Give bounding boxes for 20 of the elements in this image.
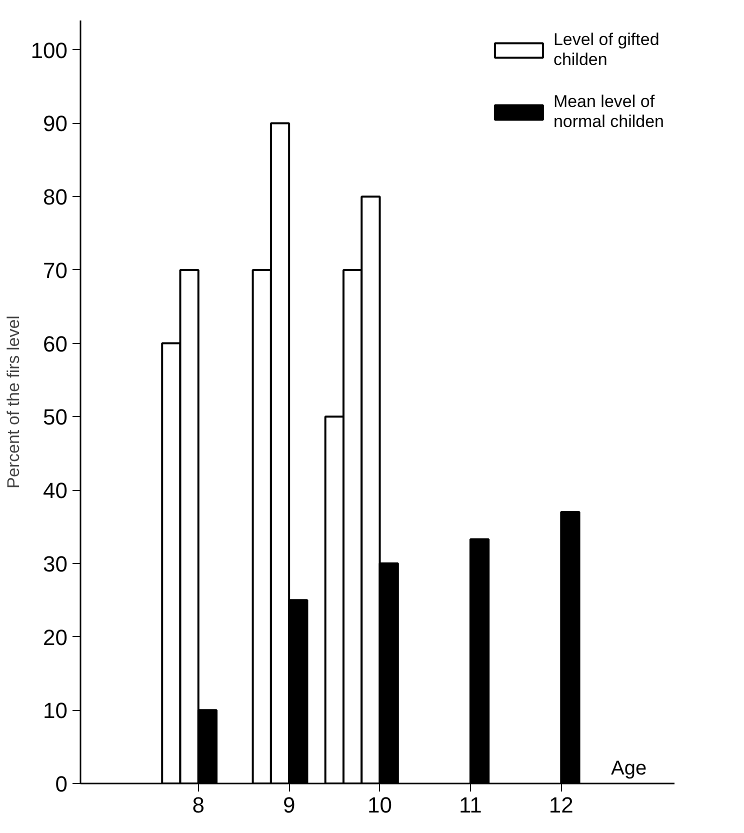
y-tick-label: 0 xyxy=(55,772,68,796)
y-tick-label: 60 xyxy=(43,331,68,356)
x-tick-label: 11 xyxy=(459,792,482,818)
y-tick-label: 50 xyxy=(43,404,68,430)
x-tick-label: 9 xyxy=(282,792,296,818)
y-tick-label: 40 xyxy=(43,478,68,504)
x-tick-label: 8 xyxy=(192,792,205,818)
x-tick-label: 10 xyxy=(368,792,392,818)
y-tick-label: 10 xyxy=(43,698,68,724)
y-tick-label: 80 xyxy=(43,184,68,210)
y-tick-label: 90 xyxy=(43,111,68,136)
x-axis-title: Age xyxy=(611,758,647,780)
y-axis-title: Percent of the firs level xyxy=(4,316,23,488)
y-tick-label: 20 xyxy=(43,624,68,650)
y-tick-label: 100 xyxy=(30,38,68,63)
legend-label: Level of gifted childen xyxy=(553,30,660,70)
legend-label: Mean level of normal childen xyxy=(553,92,664,132)
y-tick-label: 70 xyxy=(43,258,68,283)
y-tick-label: 30 xyxy=(43,551,68,576)
x-tick-label: 12 xyxy=(548,792,574,818)
